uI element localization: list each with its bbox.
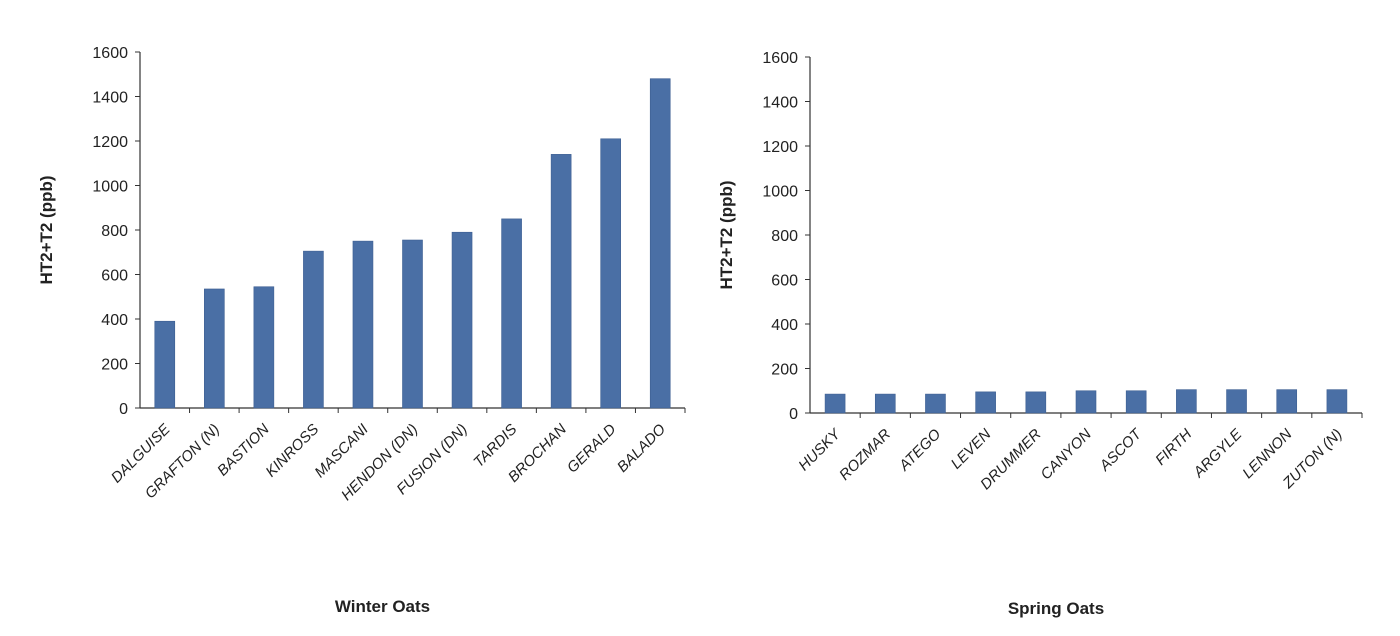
y-tick-label: 400 (771, 317, 798, 334)
x-tick-label: BALADO (614, 421, 669, 476)
y-tick-label: 200 (771, 362, 798, 379)
bar-drummer (1025, 391, 1047, 414)
x-tick-label: HUSKY (795, 425, 844, 474)
x-axis-title: Spring Oats (1008, 599, 1104, 618)
bar-brochan (550, 154, 572, 409)
x-tick-label: ATEGO (895, 426, 944, 475)
y-tick-label: 0 (119, 401, 128, 418)
bar-kinross (303, 250, 324, 409)
bar-dalguise (154, 320, 176, 409)
bar-leven (975, 391, 996, 414)
x-axis-title: Winter Oats (335, 597, 430, 616)
bar-hendon-dn (402, 239, 423, 409)
y-tick-label: 200 (101, 357, 128, 374)
bar-fusion-dn (451, 231, 473, 409)
y-tick-label: 1000 (762, 184, 798, 201)
y-tick-label: 800 (771, 228, 798, 245)
bar-zuton-n (1326, 389, 1348, 414)
y-tick-label: 1400 (92, 90, 128, 107)
x-tick-label: ROZMAR (836, 426, 894, 484)
x-tick-label: CANYON (1037, 426, 1095, 484)
x-tick-label: ASCOT (1096, 425, 1147, 476)
x-tick-label: LEVEN (948, 426, 995, 473)
bar-canyon (1075, 390, 1097, 414)
y-tick-label: 1200 (92, 134, 128, 151)
bar-bastion (253, 286, 275, 409)
y-axis-title: HT2+T2 (ppb) (717, 180, 736, 289)
chart-1: 02004006008001000120014001600DALGUISEGRA… (37, 45, 686, 616)
bar-firth (1176, 389, 1197, 414)
bar-gerald (600, 138, 621, 409)
y-tick-label: 1600 (762, 50, 798, 67)
y-axis-title: HT2+T2 (ppb) (37, 175, 56, 284)
bar-balado (649, 78, 671, 409)
bar-mascani (352, 240, 374, 409)
y-tick-label: 1000 (92, 179, 128, 196)
y-tick-label: 800 (101, 223, 128, 240)
bar-lennon (1276, 389, 1298, 414)
bar-atego (925, 393, 946, 414)
x-tick-label: FIRTH (1152, 426, 1195, 469)
x-tick-label: GERALD (564, 421, 620, 477)
y-tick-label: 1400 (762, 95, 798, 112)
y-tick-label: 600 (101, 268, 128, 285)
bar-ascot (1125, 390, 1147, 414)
bar-argyle (1226, 389, 1247, 414)
x-tick-label: ARGYLE (1190, 425, 1246, 481)
y-tick-label: 0 (789, 406, 798, 423)
y-tick-label: 1600 (92, 45, 128, 62)
y-tick-label: 400 (101, 312, 128, 329)
x-tick-label: TARDIS (470, 421, 520, 471)
chart-2: 0 200 400 600 800 1000 1200 1400 1600 HUSKYROZMAR… (717, 50, 1363, 618)
y-tick-label: 600 (771, 273, 798, 290)
bar-tardis (501, 218, 522, 409)
bar-husky (824, 393, 846, 414)
bar-grafton-n (204, 288, 225, 409)
y-tick-label: 1200 (762, 139, 798, 156)
bar-rozmar (874, 393, 896, 414)
